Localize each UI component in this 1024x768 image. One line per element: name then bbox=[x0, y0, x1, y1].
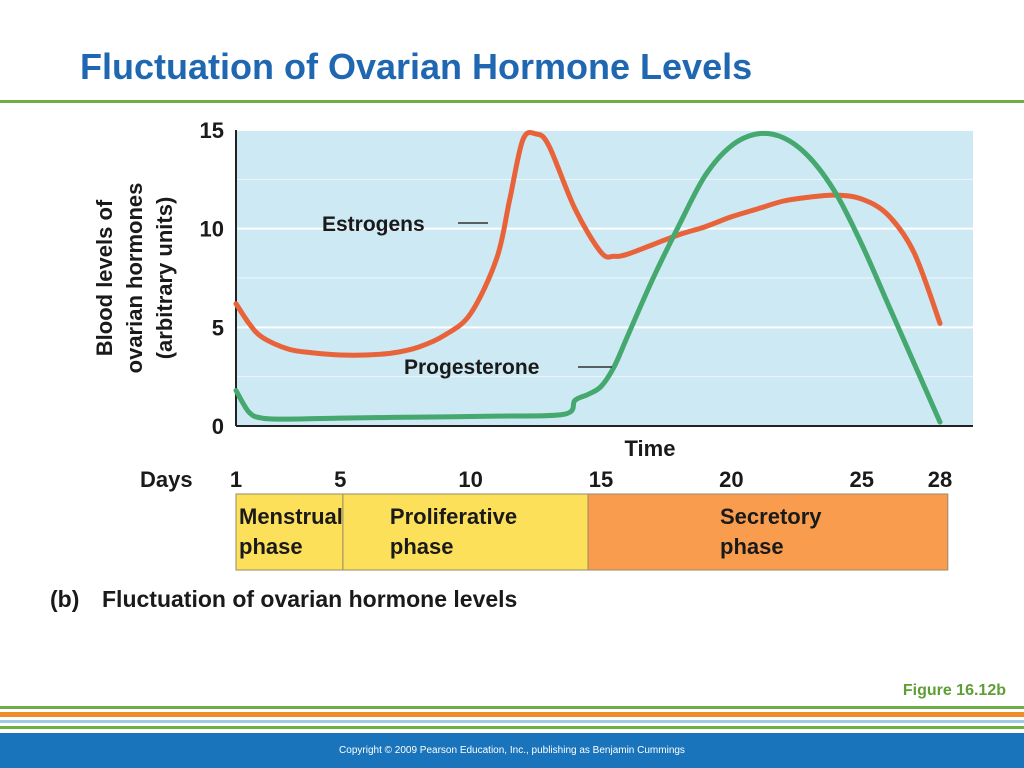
phase-label-line1: Menstrual bbox=[239, 504, 343, 529]
x-tick-label: 25 bbox=[850, 467, 874, 492]
series-line-estrogens bbox=[233, 129, 943, 358]
footer-bar: Copyright © 2009 Pearson Education, Inc.… bbox=[0, 733, 1024, 768]
y-axis-label: Blood levels of ovarian hormones (arbitrar… bbox=[92, 183, 177, 374]
phase-label-line2: phase bbox=[390, 534, 454, 559]
x-tick-label: 15 bbox=[589, 467, 613, 492]
days-label: Days bbox=[140, 467, 193, 492]
x-tick-label: 10 bbox=[458, 467, 482, 492]
x-tick-label: 28 bbox=[928, 467, 952, 492]
y-tick-label: 10 bbox=[200, 217, 224, 242]
phase-label-line2: phase bbox=[720, 534, 784, 559]
y-axis-label-line: ovarian hormones bbox=[122, 183, 147, 374]
y-axis-label-line: Blood levels of bbox=[92, 199, 117, 356]
y-tick-label: 0 bbox=[212, 414, 224, 439]
series-line-progesterone bbox=[233, 130, 943, 425]
footer-stripe-orange bbox=[0, 712, 1024, 717]
phase-block-3 bbox=[587, 493, 949, 571]
caption-letter: (b) bbox=[50, 586, 80, 612]
phase-block-1 bbox=[235, 493, 344, 571]
series-label-progesterone: Progesterone bbox=[404, 356, 539, 379]
figure-caption: (b) Fluctuation of ovarian hormone level… bbox=[50, 584, 572, 615]
copyright-text: Copyright © 2009 Pearson Education, Inc.… bbox=[339, 745, 685, 756]
y-tick-label: 5 bbox=[212, 315, 224, 340]
figure-number: Figure 16.12b bbox=[902, 682, 1006, 699]
y-tick-label: 15 bbox=[200, 118, 224, 143]
footer-stripe-green bbox=[0, 706, 1024, 709]
slide-title: Fluctuation of Ovarian Hormone Levels bbox=[80, 46, 753, 87]
y-axis-label-line: (arbitrary units) bbox=[152, 197, 177, 360]
x-axis-label: Time bbox=[625, 436, 676, 461]
x-tick-label: 5 bbox=[334, 467, 346, 492]
phase-label-line1: Secretory bbox=[720, 504, 822, 529]
caption-text: Fluctuation of ovarian hormone levels bbox=[102, 586, 518, 612]
x-tick-label: 1 bbox=[230, 467, 242, 492]
title-divider bbox=[0, 100, 1024, 103]
phase-label-line1: Proliferative bbox=[390, 504, 517, 529]
phase-label-line2: phase bbox=[239, 534, 303, 559]
footer-stripe-green-2 bbox=[0, 726, 1024, 729]
footer-stripe-blue bbox=[0, 720, 1024, 723]
x-tick-label: 20 bbox=[719, 467, 743, 492]
series-label-estrogens: Estrogens bbox=[322, 213, 425, 236]
